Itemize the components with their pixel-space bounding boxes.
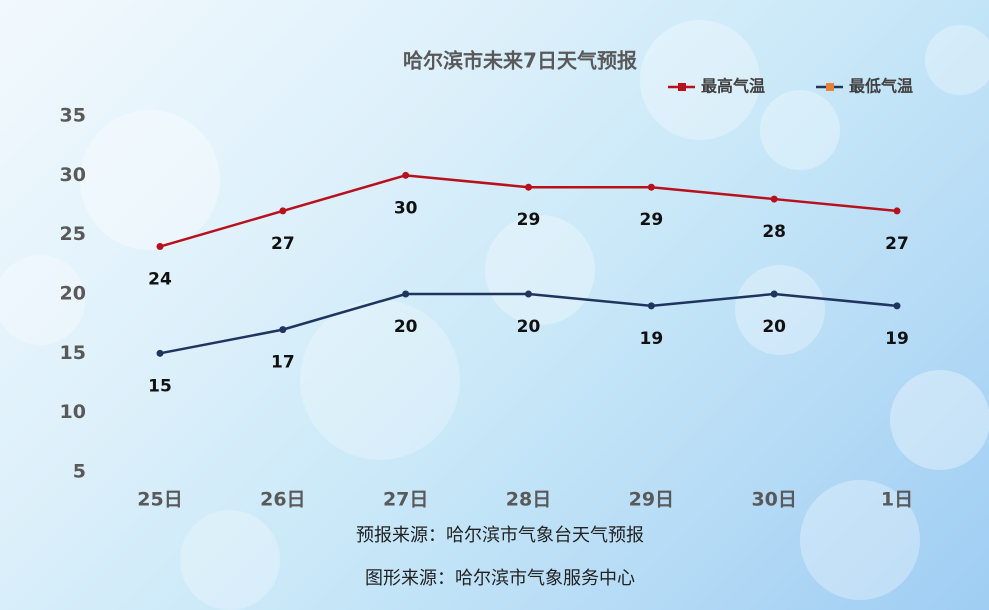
data-label: 30 bbox=[394, 198, 418, 218]
legend-marker bbox=[678, 83, 686, 91]
x-tick-label: 30日 bbox=[751, 489, 796, 511]
point bbox=[770, 195, 778, 203]
y-tick-label: 10 bbox=[60, 401, 86, 423]
point bbox=[525, 183, 532, 191]
point bbox=[647, 302, 655, 310]
data-label: 19 bbox=[885, 329, 909, 349]
legend-label: 最低气温 bbox=[849, 77, 913, 96]
y-tick-label: 20 bbox=[60, 283, 86, 305]
y-tick-label: 30 bbox=[60, 164, 86, 186]
point bbox=[647, 183, 655, 191]
x-tick-label: 27日 bbox=[383, 489, 428, 511]
point bbox=[156, 349, 164, 357]
x-tick-label: 29日 bbox=[629, 489, 674, 511]
legend-label: 最高气温 bbox=[701, 77, 765, 96]
x-tick-label: 26日 bbox=[260, 489, 305, 511]
source-note: 图形来源：哈尔滨市气象服务中心 bbox=[365, 568, 635, 589]
point bbox=[279, 207, 287, 215]
data-label: 27 bbox=[271, 234, 295, 254]
data-label: 20 bbox=[762, 317, 786, 337]
point bbox=[402, 290, 410, 298]
point bbox=[525, 290, 532, 298]
chart-title: 哈尔滨市未来7日天气预报 bbox=[403, 49, 637, 73]
point bbox=[402, 171, 410, 179]
y-tick-label: 35 bbox=[60, 105, 86, 127]
data-label: 15 bbox=[148, 376, 172, 396]
point bbox=[770, 290, 778, 298]
data-label: 27 bbox=[885, 234, 909, 254]
source-note: 预报来源：哈尔滨市气象台天气预报 bbox=[356, 525, 644, 546]
y-tick-label: 25 bbox=[60, 223, 86, 245]
point bbox=[893, 302, 901, 310]
point bbox=[156, 243, 164, 251]
y-tick-label: 15 bbox=[60, 342, 86, 364]
x-tick-label: 28日 bbox=[506, 489, 551, 511]
data-label: 20 bbox=[394, 317, 418, 337]
data-label: 24 bbox=[148, 270, 172, 290]
y-tick-label: 5 bbox=[73, 461, 86, 483]
data-label: 28 bbox=[762, 222, 786, 242]
data-label: 29 bbox=[517, 210, 541, 230]
x-tick-label: 25日 bbox=[137, 489, 182, 511]
data-label: 17 bbox=[271, 353, 295, 373]
data-label: 20 bbox=[517, 317, 541, 337]
point bbox=[279, 326, 287, 334]
background-bokeh bbox=[0, 20, 989, 610]
data-label: 29 bbox=[639, 210, 663, 230]
point bbox=[893, 207, 901, 215]
legend-marker bbox=[826, 83, 834, 91]
data-label: 19 bbox=[639, 329, 663, 349]
x-tick-label: 1日 bbox=[881, 489, 913, 511]
